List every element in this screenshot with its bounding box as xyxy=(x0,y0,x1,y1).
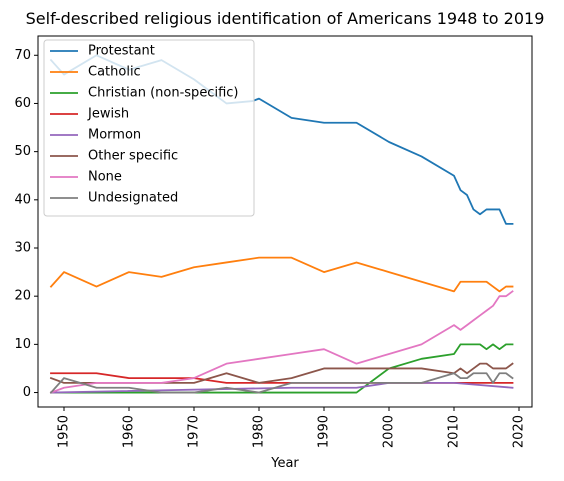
x-axis: 1950 1960 1970 1980 1990 2000 2010 2020 xyxy=(57,407,527,448)
x-tick-label: 1990 xyxy=(317,415,332,448)
x-tick-label: 2000 xyxy=(382,415,397,448)
y-tick-label: 10 xyxy=(14,337,31,352)
legend-label: Protestant xyxy=(88,44,155,59)
plot-lines xyxy=(49,54,514,394)
x-tick-label: 2010 xyxy=(447,415,462,448)
y-tick-label: 70 xyxy=(14,48,31,63)
y-tick-label: 30 xyxy=(14,241,31,256)
series-line-mormon xyxy=(50,382,514,394)
y-axis: 0 10 20 30 40 50 60 70 xyxy=(14,48,38,400)
series-line-christian-non-specific xyxy=(50,343,514,394)
series-line-none xyxy=(49,290,514,394)
series-line-other-specific xyxy=(49,362,514,384)
series-line-undesignated xyxy=(49,372,514,394)
legend: Protestant Catholic Christian (non-specifi… xyxy=(43,39,255,217)
x-tick-label: 1980 xyxy=(252,415,267,448)
legend-label: Undesignated xyxy=(88,191,178,206)
legend-label: Jewish xyxy=(87,107,129,122)
x-tick-label: 1950 xyxy=(57,415,72,448)
chart-title: Self-described religious identification … xyxy=(26,9,545,28)
y-tick-label: 0 xyxy=(23,385,31,400)
x-tick-label: 1970 xyxy=(187,415,202,448)
y-tick-label: 20 xyxy=(14,289,31,304)
legend-label: Mormon xyxy=(88,128,141,143)
y-tick-label: 60 xyxy=(14,96,31,111)
legend-label: Catholic xyxy=(88,65,141,80)
legend-label: Other specific xyxy=(88,149,178,164)
series-line-jewish xyxy=(50,372,514,384)
legend-box xyxy=(43,39,255,217)
series-line-catholic xyxy=(49,256,514,293)
y-tick-label: 50 xyxy=(14,144,31,159)
plot-frame xyxy=(37,35,533,408)
x-tick-label: 2020 xyxy=(512,415,527,448)
y-tick-label: 40 xyxy=(14,192,31,207)
x-tick-label: 1960 xyxy=(122,415,137,448)
legend-label: None xyxy=(88,170,122,185)
x-axis-label: Year xyxy=(270,456,299,471)
legend-label: Christian (non-specific) xyxy=(88,86,238,101)
